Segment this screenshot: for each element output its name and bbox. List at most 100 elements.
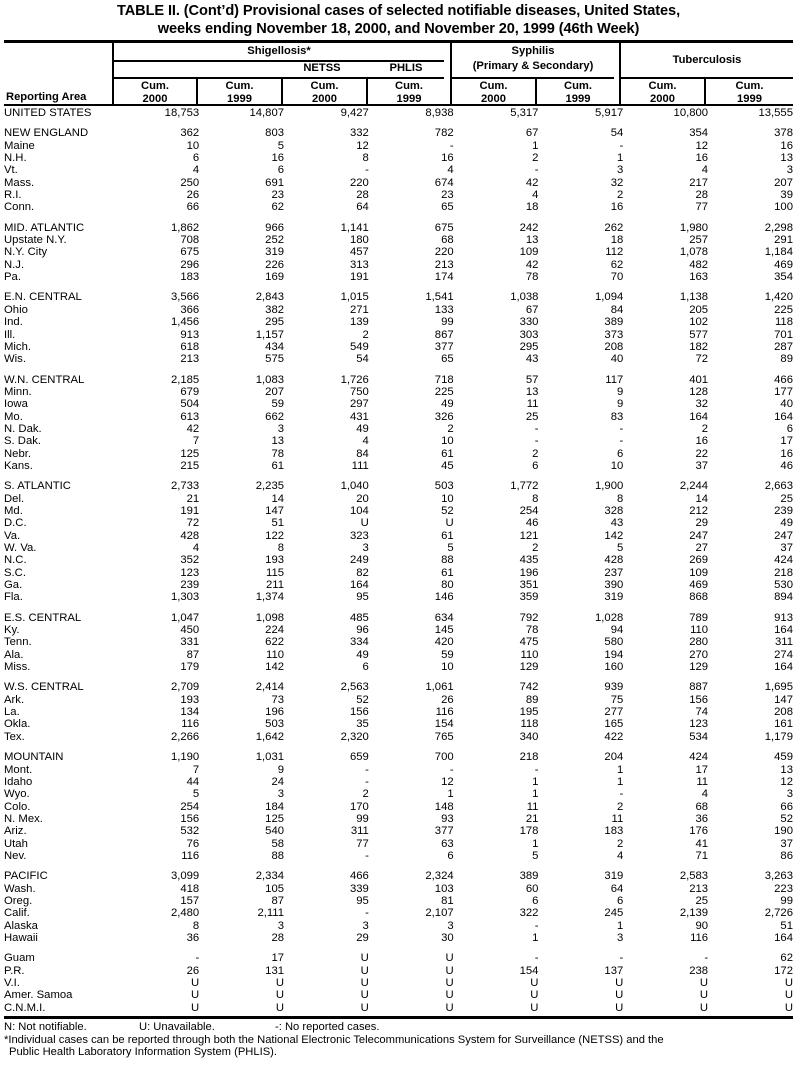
row-value-cell: 11 bbox=[526, 398, 539, 411]
row-value-cell: 51 bbox=[780, 919, 793, 932]
row-value-cell: 6 bbox=[616, 894, 624, 907]
header-divider-tb-years bbox=[704, 77, 706, 104]
row-value-cell: 226 bbox=[265, 258, 285, 271]
row-value-cell: 5 bbox=[192, 788, 200, 801]
row-value-cell: 62 bbox=[610, 258, 624, 271]
row-value-cell: 2,139 bbox=[679, 907, 709, 920]
table-row: NEW ENGLAND 362 803 332 782 67 54 354 378 bbox=[4, 127, 793, 139]
table-header: Shigellosis* NETSS PHLIS Syphilis (Prima… bbox=[4, 40, 793, 106]
row-value-cell: 165 bbox=[604, 718, 624, 731]
row-area-label: PACIFIC bbox=[4, 870, 48, 883]
row-value-cell: 485 bbox=[349, 611, 369, 624]
row-value-cell: 2,320 bbox=[340, 730, 369, 743]
row-value-cell: 311 bbox=[350, 825, 369, 838]
row-value-cell: 3 bbox=[616, 164, 624, 177]
table-row: D.C. 72 51 U U 46 43 29 49 bbox=[4, 517, 793, 529]
table-row: Miss. 179 142 6 10 129 160 129 164 bbox=[4, 661, 793, 673]
row-value-cell: 44 bbox=[186, 775, 200, 788]
table-row: E.N. CENTRAL 3,566 2,843 1,015 1,541 1,038 1,0… bbox=[4, 291, 793, 303]
row-value-cell: - bbox=[365, 775, 369, 788]
spacer-cell bbox=[4, 673, 793, 681]
row-value-cell: - bbox=[534, 919, 539, 932]
table-row: E.S. CENTRAL 1,047 1,098 485 634 792 1,028 789 9… bbox=[4, 612, 793, 624]
row-value-cell: 4 bbox=[616, 849, 624, 862]
row-value-cell: U bbox=[360, 964, 369, 977]
spacer-cell bbox=[4, 214, 793, 222]
row-value-cell: 184 bbox=[265, 800, 285, 813]
row-value-cell: 61 bbox=[441, 566, 454, 579]
row-value-cell: 424 bbox=[689, 751, 709, 764]
row-area-label: Ill. bbox=[4, 328, 16, 341]
header-col-2-line1: Cum. bbox=[310, 80, 339, 92]
row-value-cell: 12 bbox=[441, 775, 454, 788]
row-value-cell: 26 bbox=[186, 189, 200, 202]
header-divider-netss-years bbox=[196, 77, 198, 104]
page-title: TABLE II. (Cont’d) Provisional cases of … bbox=[4, 0, 793, 40]
row-value-cell: 177 bbox=[774, 385, 793, 398]
table-row: PACIFIC 3,099 2,334 466 2,324 389 319 2,583 3,26… bbox=[4, 870, 793, 882]
row-value-cell: 14 bbox=[271, 492, 285, 505]
row-value-cell: - bbox=[619, 139, 624, 152]
row-area-label: Del. bbox=[4, 492, 25, 505]
row-value-cell: 1,374 bbox=[255, 591, 285, 604]
table-row: N.H. 6 16 8 16 2 1 16 13 bbox=[4, 152, 793, 164]
row-area-label: Wis. bbox=[4, 353, 26, 366]
row-value-cell: 262 bbox=[604, 221, 624, 234]
row-value-cell: 157 bbox=[180, 894, 200, 907]
row-area-label: Upstate N.Y. bbox=[4, 234, 67, 247]
row-value-cell: 7 bbox=[192, 435, 200, 448]
row-value-cell: 867 bbox=[434, 328, 454, 341]
row-area-label: Mass. bbox=[4, 176, 35, 189]
row-value-cell: 109 bbox=[689, 566, 709, 579]
row-value-cell: 431 bbox=[349, 410, 369, 423]
row-value-cell: U bbox=[699, 989, 709, 1002]
row-value-cell: 178 bbox=[519, 825, 539, 838]
row-value-cell: 213 bbox=[180, 353, 200, 366]
row-value-cell: 23 bbox=[271, 189, 285, 202]
row-value-cell: 118 bbox=[520, 718, 539, 731]
row-value-cell: 269 bbox=[689, 554, 709, 567]
row-value-cell: 10 bbox=[441, 661, 454, 674]
row-value-cell: 16 bbox=[610, 201, 624, 214]
row-value-cell: 4 bbox=[447, 164, 454, 177]
row-value-cell: 428 bbox=[604, 554, 624, 567]
row-value-cell: 116 bbox=[181, 849, 200, 862]
row-value-cell: 21 bbox=[186, 492, 200, 505]
row-value-cell: 532 bbox=[180, 825, 200, 838]
row-value-cell: U bbox=[275, 989, 285, 1002]
row-value-cell: 334 bbox=[349, 636, 369, 649]
row-value-cell: - bbox=[534, 435, 539, 448]
row-value-cell: U bbox=[191, 1001, 200, 1014]
row-value-cell: 65 bbox=[441, 201, 454, 214]
header-col-4-line1: Cum. bbox=[479, 80, 508, 92]
table-row-spacer bbox=[4, 604, 793, 612]
row-value-cell: 70 bbox=[610, 271, 624, 284]
row-value-cell: 239 bbox=[774, 504, 793, 517]
row-value-cell: 27 bbox=[695, 542, 709, 554]
row-value-cell: 77 bbox=[695, 201, 709, 214]
row-value-cell: 80 bbox=[441, 579, 454, 592]
row-value-cell: 5 bbox=[447, 542, 454, 554]
row-area-label: Mich. bbox=[4, 340, 31, 353]
row-value-cell: 109 bbox=[519, 246, 539, 259]
row-value-cell: 2,185 bbox=[170, 373, 200, 386]
row-value-cell: U bbox=[699, 1001, 709, 1014]
row-value-cell: 1 bbox=[616, 775, 624, 788]
row-value-cell: 10 bbox=[610, 459, 624, 472]
table-row: Idaho 44 24-12 1 1 11 12 bbox=[4, 776, 793, 788]
row-value-cell: 17 bbox=[695, 763, 709, 776]
row-value-cell: U bbox=[615, 1001, 624, 1014]
row-value-cell: 174 bbox=[434, 271, 454, 284]
spacer-cell bbox=[4, 472, 793, 480]
row-value-cell: 319 bbox=[265, 246, 285, 259]
header-col-1-line2: 1999 bbox=[227, 93, 252, 105]
row-value-cell: 2 bbox=[532, 447, 539, 460]
row-value-cell: 3 bbox=[786, 788, 793, 801]
row-value-cell: 54 bbox=[610, 127, 624, 140]
row-value-cell: 52 bbox=[780, 812, 793, 825]
row-value-cell: U bbox=[699, 977, 709, 989]
row-value-cell: 24 bbox=[271, 775, 285, 788]
row-area-label: Iowa bbox=[4, 398, 28, 411]
row-value-cell: 2 bbox=[701, 422, 709, 435]
